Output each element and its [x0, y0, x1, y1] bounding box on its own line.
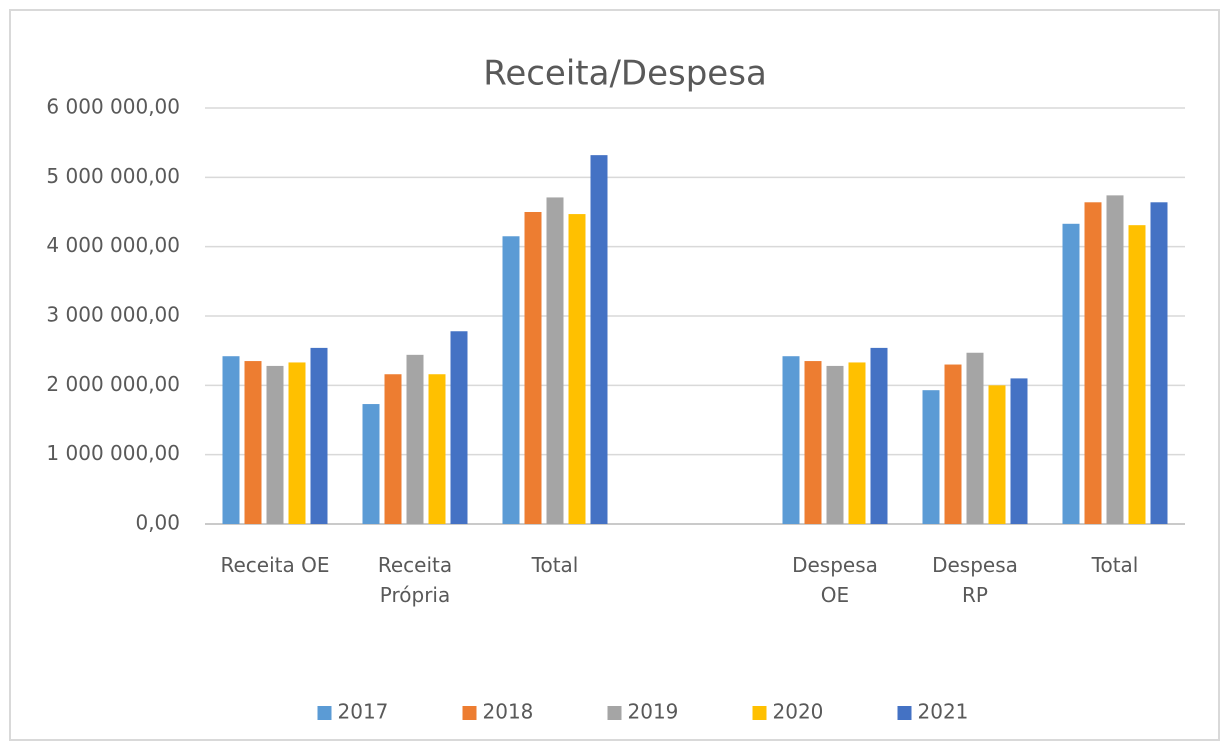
bar	[450, 331, 468, 524]
x-tick-label: Total	[1091, 553, 1139, 577]
x-tick-label: Despesa RP	[932, 553, 1018, 607]
bar	[1062, 223, 1080, 524]
bar	[966, 352, 984, 524]
x-tick-label: Receita OE	[220, 553, 330, 577]
x-tick-label: Total	[531, 553, 579, 577]
bar	[1084, 202, 1102, 524]
legend-swatch	[317, 706, 332, 720]
bar	[826, 365, 844, 524]
bar	[870, 347, 888, 524]
bar	[362, 404, 380, 524]
x-tick-label: Despesa OE	[792, 553, 878, 607]
bar	[546, 197, 564, 524]
bar	[944, 364, 962, 524]
legend-label: 2020	[773, 700, 824, 724]
y-tick-label: 2 000 000,00	[46, 372, 180, 396]
bar	[1150, 202, 1168, 524]
legend-label: 2019	[628, 700, 679, 724]
bar	[1128, 225, 1146, 524]
y-tick-label: 5 000 000,00	[46, 164, 180, 188]
x-tick-label: Receita Própria	[377, 553, 453, 607]
bar	[804, 361, 822, 524]
bar	[1106, 195, 1124, 525]
legend-swatch	[462, 706, 477, 720]
bar	[244, 361, 262, 524]
bar	[406, 354, 424, 524]
bar	[1010, 378, 1028, 524]
legend-label: 2018	[483, 700, 534, 724]
bar	[848, 362, 866, 524]
legend-label: 2021	[918, 700, 969, 724]
bar	[988, 385, 1006, 524]
bar	[502, 236, 520, 524]
y-tick-label: 0,00	[135, 511, 180, 535]
bar	[266, 365, 284, 524]
bar	[222, 356, 240, 524]
bar	[310, 347, 328, 524]
legend-swatch	[607, 706, 622, 720]
chart-border	[9, 9, 1220, 741]
bar	[590, 155, 608, 524]
y-tick-label: 6 000 000,00	[46, 95, 180, 119]
bar	[568, 214, 586, 524]
bar	[524, 212, 542, 524]
bar	[428, 374, 446, 524]
y-tick-label: 1 000 000,00	[46, 441, 180, 465]
legend-swatch	[752, 706, 767, 720]
bar	[288, 362, 306, 524]
bar	[384, 374, 402, 524]
bar	[922, 390, 940, 524]
legend-label: 2017	[338, 700, 389, 724]
chart-title: Receita/Despesa	[483, 54, 767, 94]
bar	[782, 356, 800, 524]
y-tick-label: 4 000 000,00	[46, 233, 180, 257]
y-tick-label: 3 000 000,00	[46, 303, 180, 327]
legend-swatch	[897, 706, 912, 720]
